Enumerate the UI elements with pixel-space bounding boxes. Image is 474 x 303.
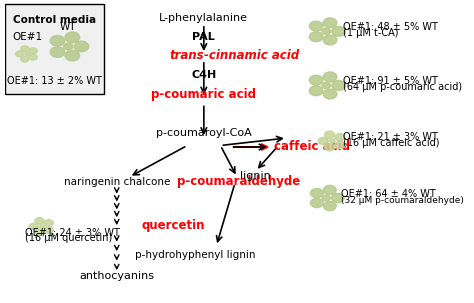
- Text: C4H: C4H: [191, 70, 217, 80]
- Text: p-coumaraldehyde: p-coumaraldehyde: [177, 175, 301, 188]
- Circle shape: [330, 139, 335, 143]
- Text: (1 μM t-CA): (1 μM t-CA): [343, 28, 398, 38]
- Circle shape: [310, 198, 323, 208]
- Circle shape: [50, 35, 65, 46]
- Circle shape: [322, 82, 330, 88]
- Circle shape: [310, 21, 323, 31]
- Circle shape: [310, 86, 323, 96]
- Circle shape: [44, 227, 54, 233]
- Circle shape: [325, 131, 335, 138]
- Text: OE#1: 64 ± 4% WT: OE#1: 64 ± 4% WT: [341, 189, 436, 199]
- Circle shape: [323, 72, 337, 82]
- Text: OE#1: 24 ± 3% WT: OE#1: 24 ± 3% WT: [26, 228, 120, 238]
- Circle shape: [35, 218, 44, 224]
- Circle shape: [21, 46, 29, 52]
- Circle shape: [40, 225, 45, 228]
- Circle shape: [44, 220, 54, 226]
- Circle shape: [310, 75, 323, 85]
- Circle shape: [25, 52, 29, 55]
- Text: trans: trans: [169, 49, 204, 62]
- Circle shape: [323, 18, 337, 28]
- Text: p-coumaric acid: p-coumaric acid: [151, 88, 256, 101]
- Text: (32 μM p-coumaraldehyde): (32 μM p-coumaraldehyde): [341, 196, 464, 205]
- Circle shape: [50, 47, 65, 57]
- Circle shape: [21, 56, 29, 62]
- Text: L-phenylalanine: L-phenylalanine: [159, 13, 248, 23]
- Text: -cinnamic acid: -cinnamic acid: [204, 49, 299, 62]
- Circle shape: [318, 137, 328, 145]
- Circle shape: [323, 35, 337, 45]
- Circle shape: [16, 51, 24, 57]
- Text: OE#1: OE#1: [12, 32, 42, 42]
- Text: OE#1: 21 ± 3% WT: OE#1: 21 ± 3% WT: [343, 132, 438, 142]
- Text: OE#1: 48 ± 5% WT: OE#1: 48 ± 5% WT: [343, 22, 438, 32]
- Text: OE#1: 13 ± 2% WT: OE#1: 13 ± 2% WT: [7, 76, 102, 86]
- Text: anthocyanins: anthocyanins: [79, 271, 154, 281]
- Text: (64 μM p-coumaric acid): (64 μM p-coumaric acid): [343, 82, 462, 92]
- Circle shape: [64, 43, 73, 50]
- Circle shape: [322, 28, 330, 35]
- Circle shape: [323, 201, 336, 211]
- Circle shape: [331, 193, 344, 203]
- Text: OE#1: 91 ± 5% WT: OE#1: 91 ± 5% WT: [343, 76, 438, 86]
- Circle shape: [332, 81, 346, 90]
- Text: caffeic acid: caffeic acid: [274, 141, 350, 154]
- Text: (16 μM quercetin): (16 μM quercetin): [26, 233, 113, 243]
- Circle shape: [74, 41, 89, 52]
- Circle shape: [332, 26, 346, 36]
- Circle shape: [35, 229, 44, 235]
- Text: Control media: Control media: [13, 15, 96, 25]
- Circle shape: [323, 89, 337, 99]
- Circle shape: [335, 141, 345, 148]
- FancyBboxPatch shape: [5, 4, 104, 95]
- Text: p-coumaroyl-CoA: p-coumaroyl-CoA: [156, 128, 252, 138]
- Circle shape: [29, 223, 38, 230]
- Circle shape: [323, 185, 336, 195]
- Text: naringenin chalcone: naringenin chalcone: [64, 177, 170, 187]
- Circle shape: [325, 144, 335, 151]
- Circle shape: [65, 50, 80, 61]
- Text: PAL: PAL: [192, 32, 215, 42]
- Text: WT: WT: [60, 22, 76, 32]
- Circle shape: [310, 32, 323, 42]
- Text: quercetin: quercetin: [142, 218, 205, 231]
- Circle shape: [335, 134, 345, 141]
- Circle shape: [29, 48, 37, 54]
- Text: (16 μM caffeic acid): (16 μM caffeic acid): [343, 138, 439, 148]
- Circle shape: [310, 188, 323, 198]
- Circle shape: [29, 54, 37, 60]
- Circle shape: [65, 32, 80, 42]
- Text: lignin: lignin: [240, 171, 271, 181]
- Text: p-hydrohyphenyl lignin: p-hydrohyphenyl lignin: [135, 250, 256, 260]
- Circle shape: [322, 195, 330, 201]
